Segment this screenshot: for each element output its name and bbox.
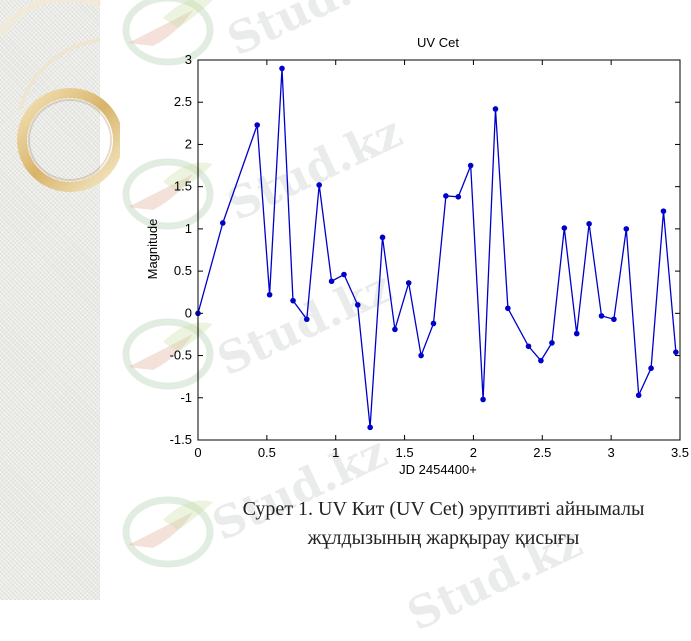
y-tick-label: -1: [180, 390, 192, 405]
data-point: [430, 320, 437, 327]
x-axis-ticks: 0 0.5 1 1.5 2 2.5 3 3.5: [194, 60, 689, 460]
caption-line-1: Сурет 1. UV Кит (UV Cet) эруптивті айным…: [242, 498, 645, 520]
data-point: [341, 271, 347, 278]
light-curve-chart: UV Cet Magnitude JD 2454400+ 3 2.5 2 1.5 1 0.…: [145, 35, 689, 477]
data-point: [443, 193, 449, 199]
gold-ring: [17, 88, 120, 192]
x-tick-label: 3.5: [671, 445, 689, 460]
plot-frame: [197, 59, 681, 441]
data-point: [492, 106, 499, 112]
x-tick-label: 0: [194, 445, 201, 460]
data-point: [573, 330, 580, 337]
data-point: [549, 340, 555, 346]
data-point: [635, 392, 642, 399]
data-point: [405, 280, 412, 286]
data-point: [392, 326, 398, 333]
data-series: [195, 65, 679, 431]
data-point: [418, 352, 424, 359]
chart-title: UV Cet: [417, 35, 459, 50]
data-point: [266, 291, 273, 298]
x-tick-label: 3: [608, 445, 615, 460]
data-point: [290, 297, 296, 304]
cream-ring-arc-2: [18, 38, 101, 111]
y-tick-label: 2.5: [174, 94, 192, 109]
x-tick-label: 0.5: [258, 445, 276, 460]
data-point: [379, 234, 386, 241]
data-point: [623, 226, 630, 232]
data-point: [586, 221, 592, 227]
caption-line-2: жұлдызының жарқырау қисығы: [307, 527, 580, 549]
data-point: [505, 305, 511, 312]
x-axis-label: JD 2454400+: [399, 462, 477, 477]
data-point: [354, 302, 361, 308]
data-point: [279, 65, 285, 72]
data-point: [219, 220, 226, 226]
data-point: [673, 349, 679, 355]
y-axis-ticks: 3 2.5 2 1.5 1 0.5 0 -0.5 -1 -1.5: [170, 52, 680, 447]
y-tick-label: 2: [185, 136, 192, 151]
y-tick-label: -1.5: [170, 432, 192, 447]
data-point: [561, 225, 568, 231]
x-tick-label: 1.5: [396, 445, 414, 460]
data-point: [525, 343, 532, 350]
data-point: [538, 357, 544, 364]
data-point: [467, 162, 474, 169]
y-tick-label: 3: [185, 52, 192, 67]
data-point: [648, 365, 654, 372]
x-tick-label: 2: [470, 445, 477, 460]
data-point: [611, 316, 617, 323]
data-point: [303, 316, 310, 323]
y-tick-label: 1.5: [174, 179, 192, 194]
figure-caption: Сурет 1. UV Кит (UV Cet) эруптивті айным…: [200, 495, 687, 553]
data-point: [328, 278, 335, 285]
data-point: [367, 424, 373, 431]
y-tick-label: 0: [185, 305, 192, 320]
x-tick-label: 2.5: [533, 445, 551, 460]
data-point: [455, 194, 462, 200]
data-point: [254, 122, 261, 128]
data-point: [316, 182, 322, 188]
data-point: [660, 208, 667, 214]
y-axis-label: Magnitude: [145, 219, 160, 280]
data-point: [480, 396, 486, 403]
x-tick-label: 1: [332, 445, 339, 460]
y-tick-label: -0.5: [170, 348, 192, 363]
decorative-rings: [0, 0, 120, 192]
series-line: [197, 68, 677, 428]
y-tick-label: 0.5: [174, 263, 192, 278]
cream-ring-arc: [0, 0, 102, 37]
y-tick-label: 1: [185, 221, 192, 236]
gold-ring-inner-shadow: [28, 99, 112, 181]
data-point: [598, 313, 605, 319]
